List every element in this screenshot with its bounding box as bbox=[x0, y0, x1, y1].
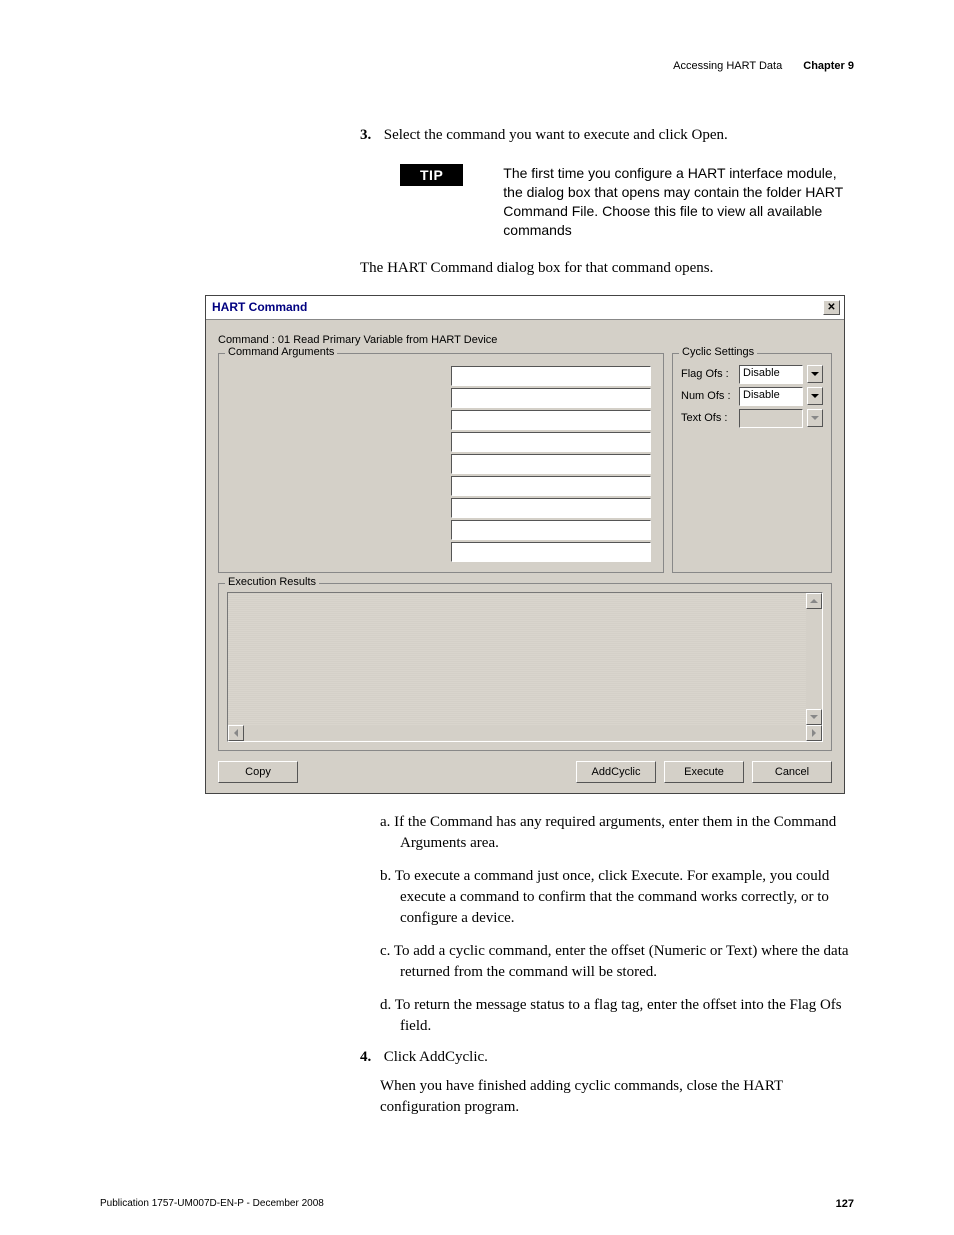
flag-ofs-field[interactable]: Disable bbox=[739, 365, 803, 384]
step-3: 3. Select the command you want to execut… bbox=[360, 127, 854, 144]
flag-ofs-dropdown[interactable] bbox=[807, 365, 823, 383]
arg-input-9[interactable] bbox=[451, 542, 651, 562]
args-legend: Command Arguments bbox=[225, 346, 337, 358]
step-4: 4. Click AddCyclic. When you have finish… bbox=[360, 1049, 854, 1118]
hart-command-dialog: HART Command ✕ Command : 01 Read Primary… bbox=[205, 295, 845, 794]
scroll-down-icon[interactable] bbox=[806, 709, 822, 725]
num-ofs-dropdown[interactable] bbox=[807, 387, 823, 405]
arg-input-8[interactable] bbox=[451, 520, 651, 540]
text-ofs-dropdown bbox=[807, 409, 823, 427]
vertical-scrollbar[interactable] bbox=[806, 593, 822, 725]
scroll-up-icon[interactable] bbox=[806, 593, 822, 609]
num-ofs-label: Num Ofs : bbox=[681, 390, 735, 402]
arg-input-7[interactable] bbox=[451, 498, 651, 518]
text-ofs-label: Text Ofs : bbox=[681, 412, 735, 424]
copy-button[interactable]: Copy bbox=[218, 761, 298, 783]
cyclic-settings-group: Cyclic Settings Flag Ofs : Disable Num O… bbox=[672, 353, 832, 573]
page-number: 127 bbox=[836, 1198, 854, 1210]
horizontal-scrollbar[interactable] bbox=[228, 725, 822, 741]
substep-a: a. If the Command has any required argum… bbox=[380, 812, 854, 854]
chevron-down-icon bbox=[811, 372, 819, 376]
tip-text: The first time you configure a HART inte… bbox=[503, 164, 854, 240]
arg-input-3[interactable] bbox=[451, 410, 651, 430]
arg-input-2[interactable] bbox=[451, 388, 651, 408]
dialog-button-row: Copy AddCyclic Execute Cancel bbox=[218, 751, 832, 783]
step-3-num: 3. bbox=[360, 127, 380, 144]
arg-input-4[interactable] bbox=[451, 432, 651, 452]
close-icon[interactable]: ✕ bbox=[823, 300, 840, 315]
command-arguments-group: Command Arguments bbox=[218, 353, 664, 573]
tip-label: TIP bbox=[400, 164, 463, 186]
substep-c: c. To add a cyclic command, enter the of… bbox=[380, 941, 854, 983]
tip-block: TIP The first time you configure a HART … bbox=[400, 164, 854, 240]
execution-results-group: Execution Results bbox=[218, 583, 832, 751]
page-header: Accessing HART Data Chapter 9 bbox=[100, 60, 854, 72]
chevron-down-icon bbox=[811, 416, 819, 420]
command-label: Command : 01 Read Primary Variable from … bbox=[218, 334, 832, 346]
chevron-down-icon bbox=[811, 394, 819, 398]
header-chapter: Chapter 9 bbox=[803, 60, 854, 72]
dialog-title: HART Command bbox=[212, 300, 307, 314]
substeps-list: a. If the Command has any required argum… bbox=[380, 812, 854, 1037]
publication-id: Publication 1757-UM007D-EN-P - December … bbox=[100, 1198, 324, 1210]
step-4-num: 4. bbox=[360, 1049, 380, 1066]
results-legend: Execution Results bbox=[225, 576, 319, 588]
execute-button[interactable]: Execute bbox=[664, 761, 744, 783]
addcyclic-button[interactable]: AddCyclic bbox=[576, 761, 656, 783]
dialog-titlebar: HART Command ✕ bbox=[206, 296, 844, 320]
num-ofs-field[interactable]: Disable bbox=[739, 387, 803, 406]
results-textarea[interactable] bbox=[227, 592, 823, 742]
intro-paragraph: The HART Command dialog box for that com… bbox=[360, 260, 854, 277]
text-ofs-field bbox=[739, 409, 803, 428]
scroll-right-icon[interactable] bbox=[806, 725, 822, 741]
arg-input-6[interactable] bbox=[451, 476, 651, 496]
substep-d: d. To return the message status to a fla… bbox=[380, 995, 854, 1037]
arg-input-5[interactable] bbox=[451, 454, 651, 474]
cancel-button[interactable]: Cancel bbox=[752, 761, 832, 783]
step-3-text: Select the command you want to execute a… bbox=[384, 127, 728, 143]
page-footer: Publication 1757-UM007D-EN-P - December … bbox=[100, 1198, 854, 1210]
scroll-left-icon[interactable] bbox=[228, 725, 244, 741]
flag-ofs-label: Flag Ofs : bbox=[681, 368, 735, 380]
substep-b: b. To execute a command just once, click… bbox=[380, 866, 854, 929]
step-4-text: Click AddCyclic. bbox=[384, 1049, 488, 1065]
arg-input-1[interactable] bbox=[451, 366, 651, 386]
step-4-body: When you have finished adding cyclic com… bbox=[380, 1076, 854, 1118]
header-section: Accessing HART Data bbox=[673, 60, 782, 72]
cyclic-legend: Cyclic Settings bbox=[679, 346, 757, 358]
